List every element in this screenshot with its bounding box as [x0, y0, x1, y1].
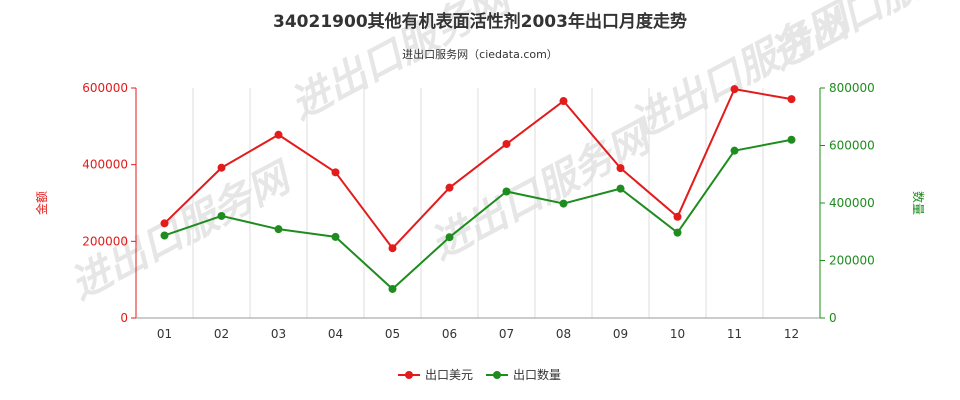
left-axis-title: 金额 [34, 191, 49, 215]
data-point [730, 146, 739, 155]
x-axis-ticks: 01 02 03 04 05 06 07 08 09 10 11 12 [157, 327, 799, 341]
legend-label: 出口美元 [425, 368, 473, 382]
x-tick-label: 09 [613, 327, 628, 341]
legend-label: 出口数量 [513, 367, 561, 382]
x-tick-label: 04 [328, 327, 343, 341]
legend-marker [493, 371, 501, 379]
right-axis-title: 数量 [911, 191, 926, 215]
x-tick-label: 12 [784, 327, 799, 341]
x-tick-label: 05 [385, 327, 400, 341]
data-point [160, 231, 169, 240]
data-point [616, 184, 625, 193]
data-point [787, 135, 796, 144]
data-point [559, 199, 568, 208]
right-tick-label: 0 [829, 311, 837, 325]
right-axis-ticks: 0 200000 400000 600000 800000 [820, 81, 875, 325]
x-tick-label: 06 [442, 327, 457, 341]
data-point [274, 130, 283, 139]
legend-marker [405, 371, 413, 379]
right-tick-label: 200000 [829, 254, 875, 268]
legend: 出口美元 出口数量 [398, 367, 561, 382]
data-point [616, 164, 625, 173]
series-line [163, 88, 792, 250]
data-point [388, 244, 397, 253]
series-1 [160, 85, 796, 253]
data-point [502, 187, 511, 196]
chart-subtitle: 进出口服务网（ciedata.com） [402, 47, 558, 61]
left-tick-label: 400000 [82, 158, 128, 172]
data-point [730, 85, 739, 94]
x-tick-label: 03 [271, 327, 286, 341]
data-point [388, 284, 397, 293]
data-point [445, 183, 454, 192]
right-tick-label: 400000 [829, 196, 875, 210]
data-point [274, 225, 283, 234]
data-point [160, 219, 169, 228]
left-tick-label: 0 [120, 311, 128, 325]
vertical-grid [192, 88, 764, 318]
x-tick-label: 08 [556, 327, 571, 341]
watermark-text: 进出口服务网 [423, 113, 662, 269]
x-tick-label: 01 [157, 327, 172, 341]
data-point [331, 232, 340, 241]
data-point [502, 139, 511, 148]
right-tick-label: 600000 [829, 139, 875, 153]
data-point [331, 168, 340, 177]
series-line [164, 138, 792, 290]
data-point [217, 211, 226, 220]
data-point [559, 97, 568, 106]
data-point [673, 228, 682, 237]
left-tick-label: 200000 [82, 234, 128, 248]
x-tick-label: 07 [499, 327, 514, 341]
data-point [445, 233, 454, 242]
left-axis-ticks: 0 200000 400000 600000 [82, 81, 136, 325]
series-2 [160, 135, 796, 293]
data-point [787, 95, 796, 104]
watermark-text: 进出口服务网 [63, 153, 302, 309]
x-tick-label: 11 [727, 327, 742, 341]
right-tick-label: 800000 [829, 81, 875, 95]
data-point [673, 212, 682, 221]
series-layer [160, 85, 796, 293]
left-tick-label: 600000 [82, 81, 128, 95]
x-tick-label: 02 [214, 327, 229, 341]
data-point [217, 163, 226, 172]
chart-title: 34021900其他有机表面活性剂2003年出口月度走势 [273, 11, 687, 32]
x-tick-label: 10 [670, 327, 685, 341]
watermark-text: 进出口服务网 [763, 0, 960, 79]
